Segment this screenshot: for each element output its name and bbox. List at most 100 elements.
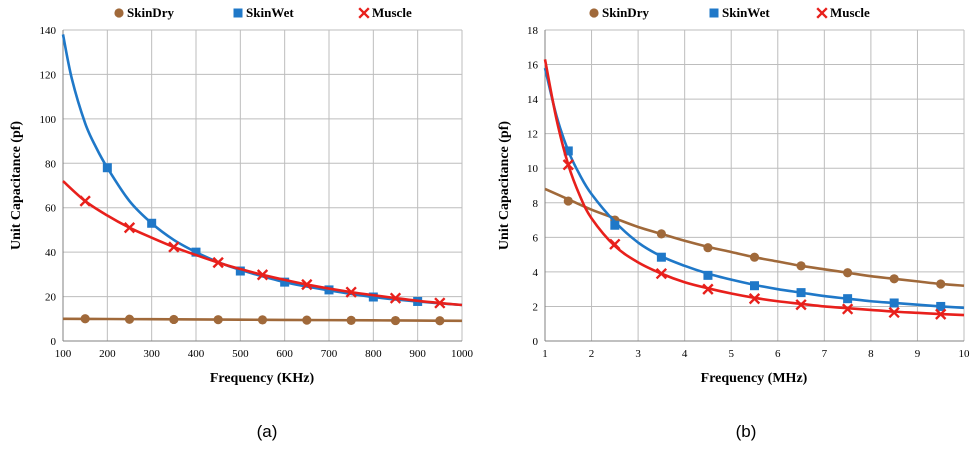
- data-point: [843, 294, 853, 304]
- data-point: [656, 229, 666, 239]
- y-tick-label: 120: [40, 69, 57, 81]
- legend-marker: [114, 8, 124, 18]
- y-tick-label: 0: [51, 336, 57, 348]
- x-tick-label: 6: [775, 348, 781, 360]
- data-point: [563, 196, 573, 206]
- panel-caption: (a): [257, 422, 278, 441]
- data-point: [610, 220, 620, 230]
- x-tick-label: 7: [822, 348, 828, 360]
- data-point: [750, 281, 759, 291]
- data-point: [748, 293, 761, 305]
- y-tick-label: 16: [527, 60, 539, 72]
- x-tick-label: 700: [321, 348, 338, 360]
- legend-label: SkinWet: [722, 5, 770, 20]
- series-line: [543, 59, 965, 317]
- y-tick-label: 12: [527, 129, 538, 141]
- gridlines: [62, 29, 463, 342]
- x-tick-label: 9: [915, 348, 921, 360]
- data-point: [889, 298, 899, 308]
- x-tick-label: 400: [188, 348, 205, 360]
- data-point: [168, 241, 180, 253]
- y-tick-label: 4: [533, 267, 539, 279]
- data-point: [703, 270, 713, 280]
- x-tick-label: 900: [409, 348, 426, 360]
- data-point: [390, 315, 401, 326]
- y-tick-label: 2: [533, 301, 539, 313]
- data-point: [80, 314, 90, 324]
- y-tick-label: 18: [527, 25, 539, 37]
- gridlines: [544, 29, 965, 342]
- data-point: [936, 279, 946, 289]
- y-tick-label: 140: [40, 25, 57, 37]
- data-point: [563, 146, 573, 156]
- y-tick-label: 20: [45, 292, 57, 304]
- data-point: [888, 306, 900, 319]
- data-point: [796, 261, 806, 271]
- data-point: [79, 195, 91, 207]
- data-point: [562, 159, 574, 171]
- y-tick-label: 6: [533, 232, 539, 244]
- data-point: [841, 303, 854, 315]
- series-muscle: [543, 59, 965, 320]
- y-tick-label: 80: [45, 158, 57, 170]
- y-axis-title: Unit Capacitance (pf): [497, 121, 512, 250]
- x-tick-label: 3: [635, 348, 641, 360]
- legend-marker: [589, 8, 599, 18]
- legend-entry-muscle: Muscle: [816, 5, 870, 20]
- legend-label: SkinDry: [127, 5, 174, 20]
- x-tick-label: 300: [143, 348, 160, 360]
- data-point: [796, 288, 806, 298]
- x-tick-label: 500: [232, 348, 249, 360]
- data-point: [212, 256, 224, 269]
- series-line: [62, 180, 463, 307]
- data-point: [123, 222, 136, 234]
- legend-marker: [709, 8, 719, 18]
- data-point: [656, 252, 666, 262]
- legend-entry-skinwet: SkinWet: [709, 5, 770, 20]
- legend-entry-skindry: SkinDry: [589, 5, 649, 20]
- legend-label: Muscle: [372, 5, 412, 20]
- data-point: [147, 218, 157, 228]
- y-tick-label: 0: [533, 336, 539, 348]
- data-point: [435, 316, 445, 326]
- x-axis-title: Frequency (MHz): [701, 371, 808, 386]
- legend-entry-skindry: SkinDry: [114, 5, 174, 20]
- data-point: [655, 267, 668, 280]
- y-tick-label: 8: [533, 198, 539, 210]
- data-point: [169, 314, 179, 325]
- x-tick-label: 1000: [451, 348, 474, 360]
- series-line: [543, 67, 965, 310]
- x-tick-label: 2: [589, 348, 595, 360]
- data-point: [345, 286, 357, 298]
- legend-label: SkinDry: [602, 5, 649, 20]
- data-point: [124, 314, 135, 324]
- series-skinwet: [543, 67, 965, 311]
- data-point: [102, 163, 112, 173]
- legend-marker: [358, 7, 370, 19]
- data-point: [191, 247, 201, 257]
- data-point: [936, 301, 946, 311]
- series-skindry: [62, 314, 463, 326]
- x-tick-label: 10: [959, 348, 971, 360]
- y-tick-label: 60: [45, 203, 57, 215]
- y-tick-label: 40: [45, 247, 57, 259]
- y-tick-label: 10: [527, 163, 539, 175]
- x-tick-label: 1: [542, 348, 548, 360]
- legend-entry-muscle: Muscle: [358, 5, 412, 20]
- x-tick-label: 600: [276, 348, 293, 360]
- legend-marker: [816, 7, 828, 19]
- series-skinwet: [61, 34, 463, 307]
- data-point: [702, 283, 714, 295]
- x-tick-label: 8: [868, 348, 874, 360]
- panel-caption: (b): [736, 422, 757, 441]
- x-tick-label: 5: [728, 348, 734, 360]
- data-point: [256, 269, 269, 281]
- y-tick-label: 100: [40, 114, 57, 126]
- chart-panel-a: 100 200 300 400 500 600 700 800 900 1000 0 20 40 60 80…: [9, 5, 474, 441]
- data-point: [389, 292, 402, 304]
- series-line: [61, 34, 463, 307]
- legend-marker: [233, 8, 243, 18]
- x-tick-label: 100: [55, 348, 72, 360]
